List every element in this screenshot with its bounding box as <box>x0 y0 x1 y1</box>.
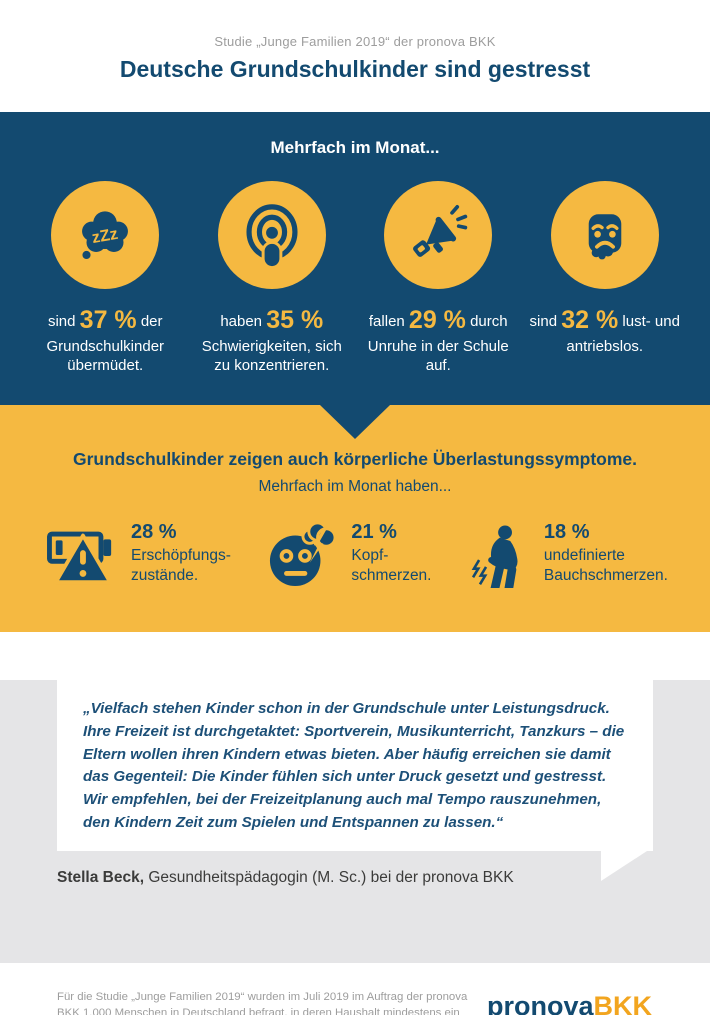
stat-value: 21 % <box>351 521 397 543</box>
stat-text: 28 % Erschöpfungs- zustände. <box>131 520 231 586</box>
stat-prefix: sind <box>47 313 76 330</box>
stat-value: 18 % <box>543 521 590 543</box>
stat-prefix: fallen <box>368 313 405 330</box>
stat-value: 29 % <box>408 306 466 334</box>
author-role: Gesundheitspädagogin (M. Sc.) bei der pr… <box>144 868 514 886</box>
quote-attribution: Stella Beck, Gesundheitspädagogin (M. Sc… <box>57 869 653 887</box>
quote-section: „Vielfach stehen Kinder schon in der Gru… <box>0 680 710 963</box>
stat-prefix: sind <box>529 313 558 330</box>
listless-face-icon <box>588 214 622 260</box>
icon-circle <box>217 181 326 289</box>
stat-overtired: zZz sind 37 % der Grundschulkinder überm… <box>22 181 189 376</box>
stat-exhaustion: 28 % Erschöpfungs- zustände. <box>46 520 231 588</box>
study-footnote: Für die Studie „Junge Familien 2019“ wur… <box>57 989 482 1015</box>
stat-text: sind 37 % der Grundschulkinder übermüdet… <box>28 304 183 376</box>
stat-value: 35 % <box>266 306 324 334</box>
battery-warning-icon <box>47 531 113 585</box>
stat-unrest: fallen 29 % durch Unruhe in der Schule a… <box>355 181 522 376</box>
stat-suffix: der Grundschulkinder übermüdet. <box>46 313 165 374</box>
monthly-stats-section: Mehrfach im Monat... zZz sind 37 % <box>0 112 710 405</box>
stat-text: fallen 29 % durch Unruhe in der Schule a… <box>361 304 516 376</box>
footer: Für die Studie „Junge Familien 2019“ wur… <box>0 963 710 1015</box>
stat-suffix: Schwierigkeiten, sich zu konzentrieren. <box>201 337 342 375</box>
stat-label: undefinierte Bauchschmerzen. <box>543 547 668 585</box>
page-title: Deutsche Grundschulkinder sind gestresst <box>119 56 591 82</box>
logo-wordmark: pronovaBKK <box>487 993 652 1015</box>
speech-bubble: „Vielfach stehen Kinder schon in der Gru… <box>57 680 653 881</box>
svg-text:zZz: zZz <box>91 225 120 247</box>
footnote-text: Für die Studie „Junge Familien 2019“ wur… <box>57 991 468 1015</box>
speech-bubble-tail <box>601 850 647 881</box>
symptoms-heading: Grundschulkinder zeigen auch körperliche… <box>72 449 638 469</box>
sleep-cloud-icon: zZz <box>82 211 129 260</box>
icon-circle: zZz <box>51 181 160 289</box>
symptoms-row: 28 % Erschöpfungs- zustände. 21 % <box>0 496 710 588</box>
stat-text: haben 35 % Schwierigkeiten, sich zu konz… <box>195 304 350 376</box>
icon-circle <box>550 181 659 289</box>
stats-row: zZz sind 37 % der Grundschulkinder überm… <box>0 158 710 376</box>
stat-text: 18 % undefinierte Bauchschmerzen. <box>544 520 668 586</box>
concentration-icon <box>246 204 298 270</box>
stat-text: 21 % Kopf- schmerzen. <box>351 520 431 586</box>
stomach-ache-icon <box>471 525 518 588</box>
section-heading: Mehrfach im Monat... <box>270 138 440 157</box>
stat-value: 28 % <box>131 521 177 543</box>
stat-text: sind 32 % lust- und antriebslos. <box>528 304 683 356</box>
study-subtitle: Studie „Junge Familien 2019“ der pronova… <box>214 34 496 49</box>
author-name: Stella Beck, <box>57 868 145 886</box>
stat-suffix: lust- und antriebslos. <box>566 313 680 355</box>
stat-value: 37 % <box>79 306 137 334</box>
logo-brand: pronova <box>486 991 594 1015</box>
symptoms-section: Grundschulkinder zeigen auch körperliche… <box>0 405 710 632</box>
headache-face-icon <box>270 521 337 587</box>
header: Studie „Junge Familien 2019“ der pronova… <box>0 0 710 112</box>
pronova-bkk-logo: pronovaBKK Partner für Ihre Gesundheit <box>487 993 652 1015</box>
quote-text: „Vielfach stehen Kinder schon in der Gru… <box>83 700 625 831</box>
stat-value: 32 % <box>561 306 619 334</box>
megaphone-icon <box>413 205 468 257</box>
stat-label: Kopf- schmerzen. <box>351 547 432 585</box>
stat-prefix: haben <box>220 313 263 330</box>
icon-circle <box>384 181 493 289</box>
stat-headache: 21 % Kopf- schmerzen. <box>266 520 432 588</box>
stat-suffix: durch Unruhe in der Schule auf. <box>367 313 509 374</box>
stat-stomach-ache: 18 % undefinierte Bauchschmerzen. <box>467 520 668 588</box>
pointer-triangle <box>320 405 390 439</box>
stat-label: Erschöpfungs- zustände. <box>131 547 231 585</box>
stat-listless: sind 32 % lust- und antriebslos. <box>522 181 689 376</box>
logo-brand-suffix: BKK <box>593 991 653 1015</box>
symptoms-subheading: Mehrfach im Monat haben... <box>258 478 452 495</box>
stat-concentration: haben 35 % Schwierigkeiten, sich zu konz… <box>189 181 356 376</box>
